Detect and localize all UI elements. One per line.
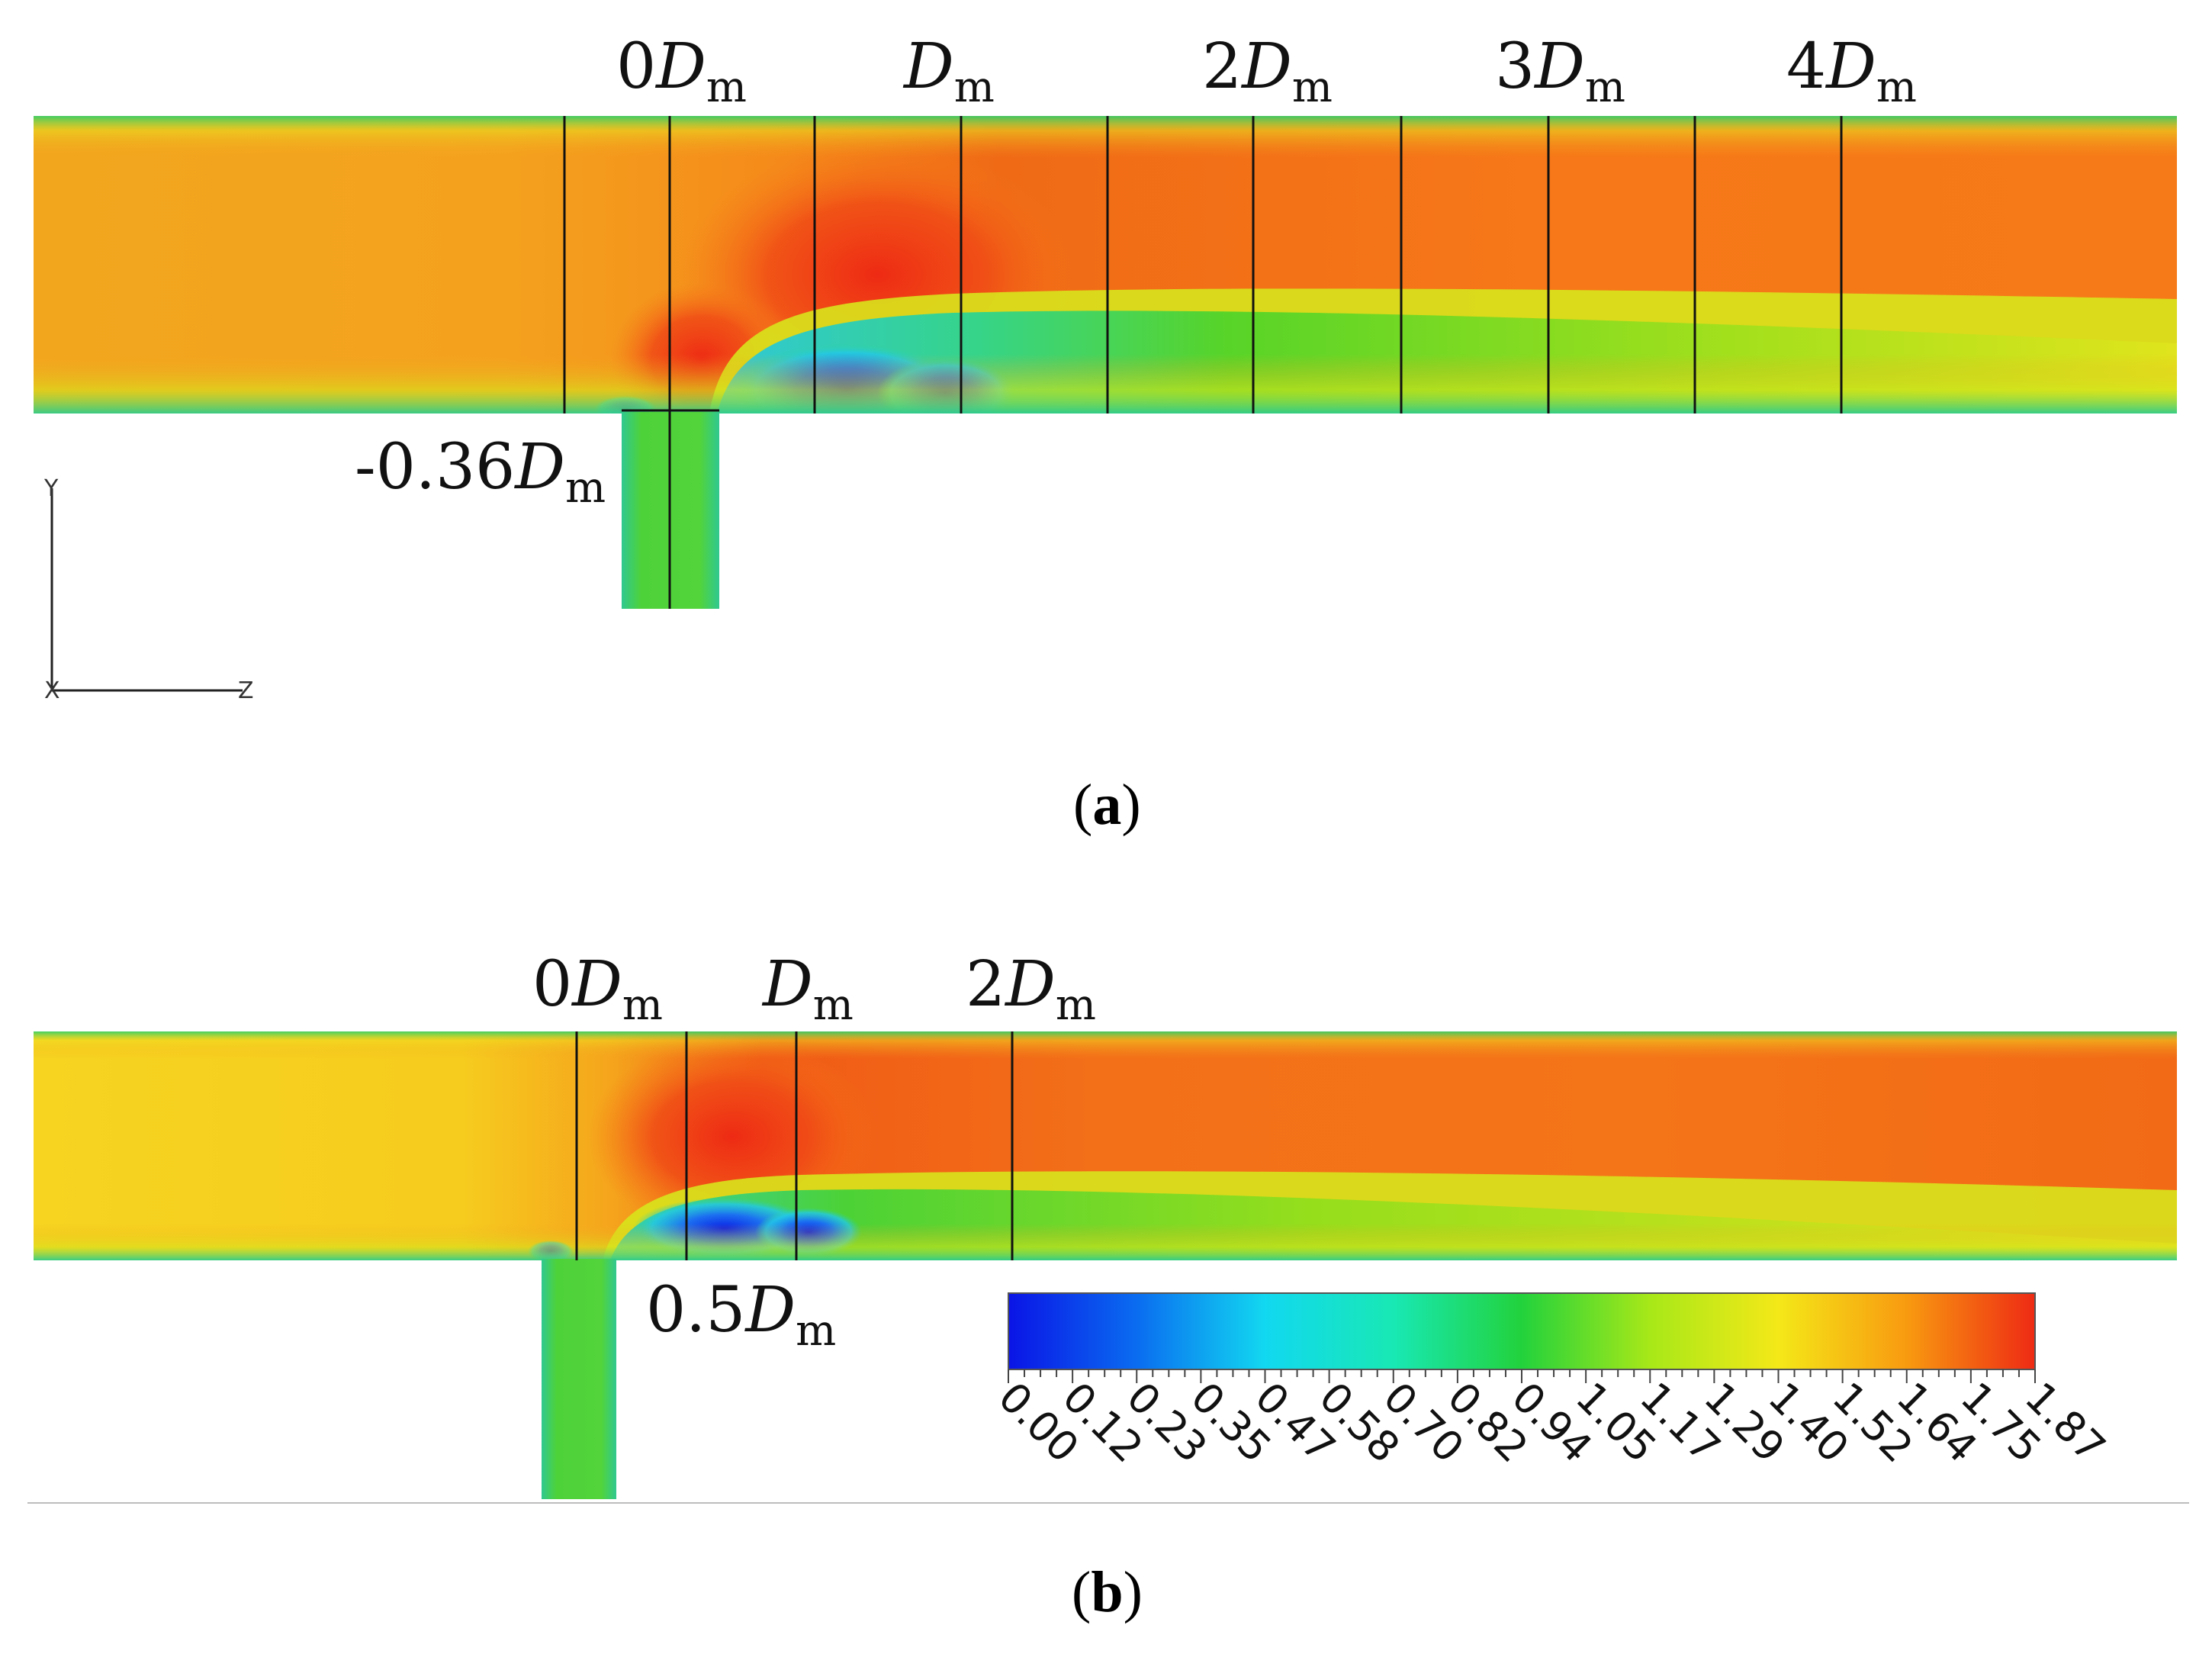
pipe-branch-b <box>542 1259 616 1499</box>
svg-text:2Dm: 2Dm <box>1202 31 1333 112</box>
section-lines-a <box>563 116 1843 609</box>
svg-text:-0.36Dm: -0.36Dm <box>355 431 606 513</box>
branch-label-a: -0.36Dm <box>355 431 606 513</box>
station-label-a-3: 3Dm <box>1495 31 1625 112</box>
station-label-a-2: 2Dm <box>1202 31 1333 112</box>
station-label-b-0: 0Dm <box>532 948 663 1030</box>
station-label-b-1: Dm <box>761 948 854 1030</box>
axis-label-origin: X <box>44 677 60 704</box>
svg-text:0Dm: 0Dm <box>532 948 663 1030</box>
svg-text:3Dm: 3Dm <box>1495 31 1625 112</box>
svg-text:2Dm: 2Dm <box>966 948 1096 1030</box>
pipe-main-b <box>34 1031 2177 1260</box>
colorbar-ticks: 0.000.120.230.350.470.580.700.820.941.05… <box>989 1369 2114 1472</box>
caption-a: (a) <box>1073 773 1141 837</box>
station-label-a-1: Dm <box>902 31 995 112</box>
caption-b: (b) <box>1072 1560 1143 1624</box>
colorbar-gradient <box>1008 1292 2036 1370</box>
section-lines-b <box>575 1031 1014 1260</box>
svg-text:0Dm: 0Dm <box>616 31 747 112</box>
svg-text:0.5Dm: 0.5Dm <box>646 1274 836 1356</box>
branch-label-b: 0.5Dm <box>646 1274 836 1356</box>
panel-b: 0Dm Dm 2Dm 0.5Dm 0.000.120.230.350.470.5… <box>27 948 2189 1624</box>
panel-a: 0Dm Dm 2Dm 3Dm 4Dm -0.36Dm Y Z X (a) <box>34 31 2177 837</box>
axis-label-horizontal: Z <box>238 677 254 704</box>
station-label-a-4: 4Dm <box>1786 31 1917 112</box>
axis-triad: Y Z X <box>43 475 254 704</box>
station-label-b-2: 2Dm <box>966 948 1096 1030</box>
svg-text:Dm: Dm <box>902 31 995 112</box>
pipe-main-a <box>34 116 2177 414</box>
axis-label-vertical: Y <box>43 475 59 502</box>
colorbar: 0.000.120.230.350.470.580.700.820.941.05… <box>989 1292 2114 1472</box>
svg-text:Dm: Dm <box>761 948 854 1030</box>
station-label-a-0: 0Dm <box>616 31 747 112</box>
svg-text:4Dm: 4Dm <box>1786 31 1917 112</box>
